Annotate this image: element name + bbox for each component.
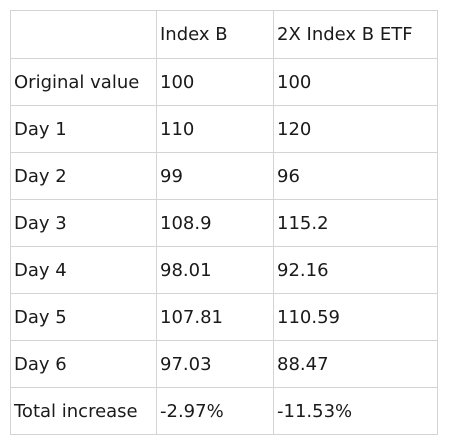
etf-total-cell: -11.53% (273, 387, 438, 435)
row-label-cell: Day 5 (10, 293, 157, 341)
index-b-value-cell: 108.9 (156, 199, 274, 247)
row-label-cell: Original value (10, 58, 157, 106)
row-label-cell: Day 6 (10, 340, 157, 388)
row-label-cell: Day 4 (10, 246, 157, 294)
etf-value-cell: 92.16 (273, 246, 438, 294)
table-row: Day 4 98.01 92.16 (10, 246, 438, 294)
row-label-cell: Day 2 (10, 152, 157, 200)
etf-value-cell: 120 (273, 105, 438, 153)
table-row: Day 5 107.81 110.59 (10, 293, 438, 341)
row-label-cell: Day 1 (10, 105, 157, 153)
index-b-value-cell: 100 (156, 58, 274, 106)
etf-value-cell: 96 (273, 152, 438, 200)
table-row: Day 6 97.03 88.47 (10, 340, 438, 388)
header-cell-index-b: Index B (156, 10, 274, 59)
header-cell-2x-etf: 2X Index B ETF (273, 10, 438, 59)
row-label-cell: Total increase (10, 387, 157, 435)
table-row: Day 3 108.9 115.2 (10, 199, 438, 247)
etf-value-cell: 88.47 (273, 340, 438, 388)
index-b-value-cell: 110 (156, 105, 274, 153)
table-row: Original value 100 100 (10, 58, 438, 106)
etf-value-cell: 100 (273, 58, 438, 106)
index-b-total-cell: -2.97% (156, 387, 274, 435)
table-row: Day 2 99 96 (10, 152, 438, 200)
etf-value-cell: 110.59 (273, 293, 438, 341)
header-corner-cell (10, 10, 157, 59)
index-b-value-cell: 98.01 (156, 246, 274, 294)
row-label-cell: Day 3 (10, 199, 157, 247)
table-row: Day 1 110 120 (10, 105, 438, 153)
etf-value-cell: 115.2 (273, 199, 438, 247)
comparison-table: Index B 2X Index B ETF Original value 10… (10, 10, 438, 435)
table-header-row: Index B 2X Index B ETF (10, 10, 438, 59)
table-row-total: Total increase -2.97% -11.53% (10, 387, 438, 435)
index-b-value-cell: 99 (156, 152, 274, 200)
index-b-value-cell: 97.03 (156, 340, 274, 388)
index-b-value-cell: 107.81 (156, 293, 274, 341)
